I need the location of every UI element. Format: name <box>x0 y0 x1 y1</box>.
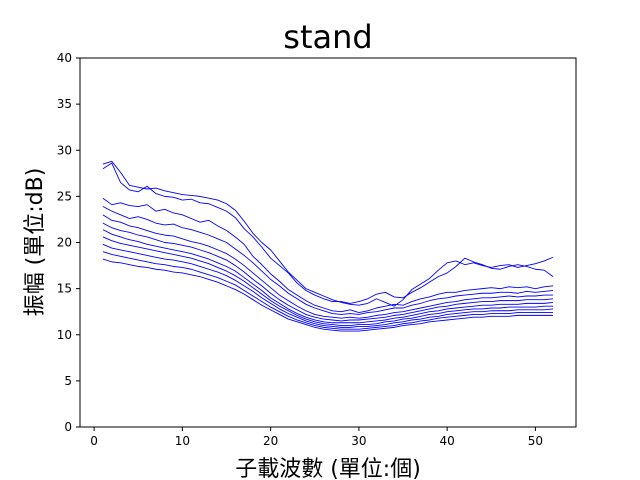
series-line-7 <box>102 229 554 324</box>
series-line-9 <box>102 243 554 328</box>
x-axis-title: 子載波數 (單位:個) <box>235 457 421 480</box>
x-tick-label: 30 <box>351 434 366 448</box>
series-line-1 <box>102 160 554 307</box>
y-tick-label: 30 <box>57 143 72 157</box>
x-tick-label: 40 <box>440 434 455 448</box>
y-tick-label: 40 <box>57 51 72 65</box>
series-line-8 <box>102 236 554 326</box>
y-axis-title: 振幅 (單位:dB) <box>23 168 48 317</box>
series-layer <box>102 160 554 332</box>
axes-layer: 0 10 20 30 40 50 0 5 10 15 20 25 30 35 40 <box>57 51 543 448</box>
series-line-6 <box>102 222 554 322</box>
series-line-4 <box>102 206 554 315</box>
series-line-10 <box>102 251 554 330</box>
plot-area-frame <box>79 57 577 428</box>
x-tick-label: 10 <box>175 434 190 448</box>
x-tick-label: 20 <box>263 434 278 448</box>
x-tick-label: 50 <box>528 434 543 448</box>
x-tick-label: 0 <box>90 434 98 448</box>
series-line-3 <box>102 197 554 314</box>
y-tick-label: 0 <box>64 420 72 434</box>
series-line-5 <box>102 214 554 319</box>
chart-title: stand <box>283 18 372 56</box>
series-line-2 <box>102 162 554 304</box>
y-tick-label: 35 <box>57 97 72 111</box>
y-tick-label: 15 <box>57 282 72 296</box>
series-line-11 <box>102 258 554 332</box>
y-tick-label: 10 <box>57 328 72 342</box>
y-tick-label: 25 <box>57 189 72 203</box>
y-tick-label: 20 <box>57 236 72 250</box>
y-tick-label: 5 <box>64 374 72 388</box>
